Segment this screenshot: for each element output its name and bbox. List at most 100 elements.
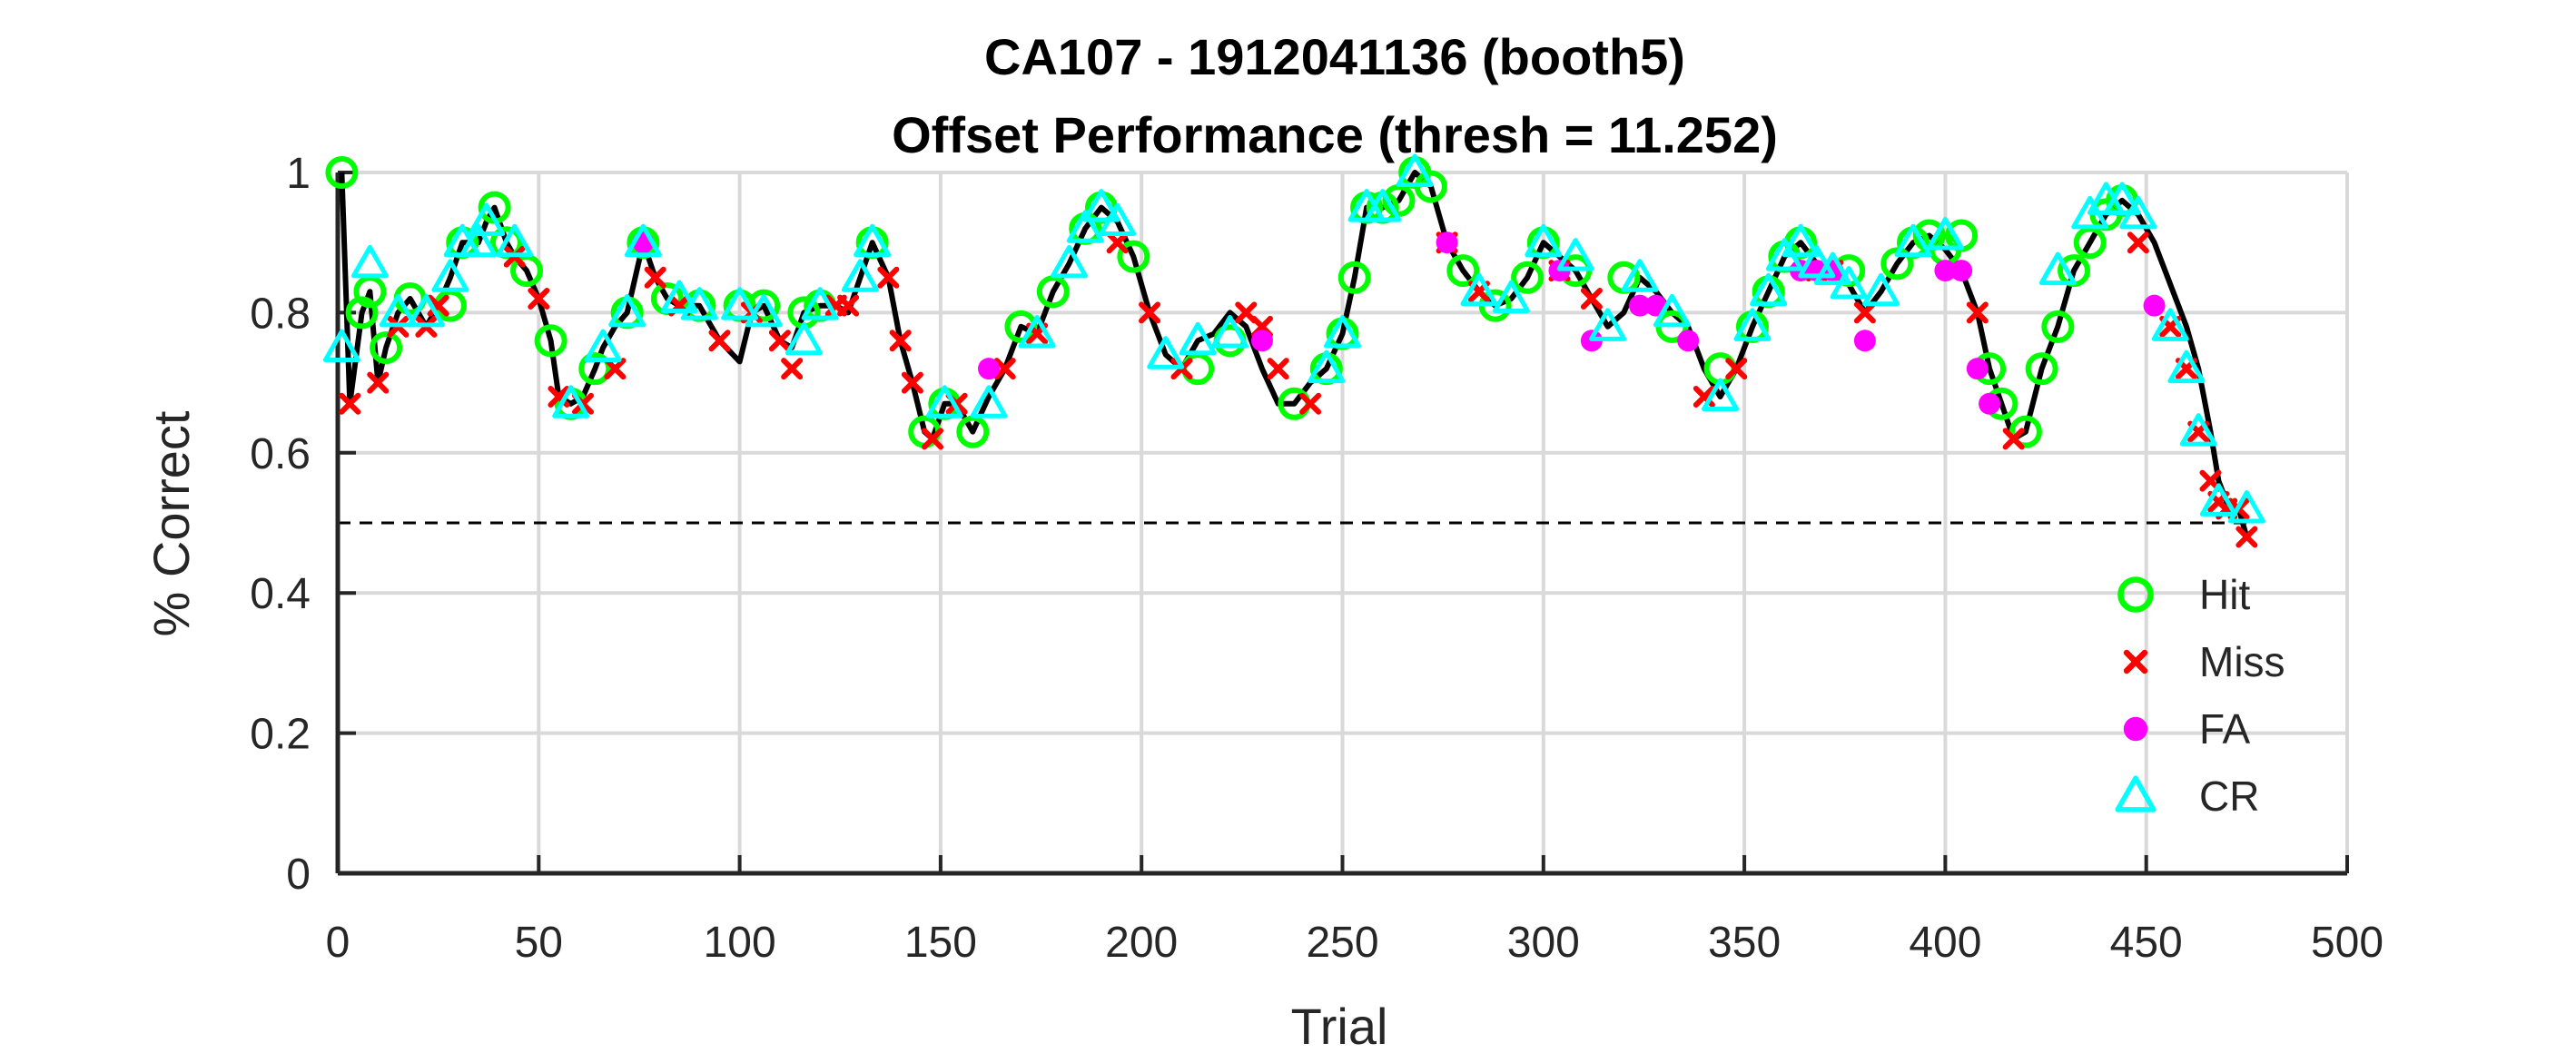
cr-marker [407, 293, 445, 328]
hit-marker [1337, 261, 1371, 294]
fa-marker [1979, 392, 2001, 415]
cr-marker [925, 385, 963, 418]
cr-marker [1733, 308, 1772, 341]
miss-marker [528, 287, 550, 310]
y-tick-label: 0.2 [250, 711, 311, 759]
x-tick-label: 250 [1306, 919, 1378, 967]
miss-marker [768, 330, 791, 352]
fa-marker [1250, 330, 1273, 352]
cr-marker [660, 280, 698, 313]
miss-stroke [1693, 386, 1715, 408]
cr-marker [379, 293, 417, 328]
miss-stroke [1299, 392, 1322, 415]
cr-marker-legend-icon [2115, 775, 2157, 812]
miss-marker [2002, 428, 2025, 450]
cr-marker [1082, 189, 1120, 222]
miss-stroke [1235, 301, 1258, 324]
legend-label: CR [2199, 773, 2259, 820]
miss-stroke [889, 330, 912, 352]
cr-marker [1653, 293, 1691, 328]
fa-marker [1629, 294, 1652, 317]
miss-marker [1966, 301, 1989, 324]
cr-marker [1556, 238, 1594, 271]
cr-marker [1702, 378, 1740, 412]
miss-stroke [2235, 526, 2258, 548]
cr-marker [2227, 490, 2265, 524]
miss-marker [1139, 301, 1161, 324]
x-tick-label: 400 [1909, 919, 1981, 967]
hit-marker [2041, 310, 2075, 343]
miss-stroke [1106, 231, 1129, 254]
miss-marker [1299, 392, 1322, 415]
miss-stroke [1725, 358, 1748, 380]
miss-stroke [367, 371, 390, 394]
cr-marker [431, 259, 469, 292]
x-tick-label: 100 [704, 919, 776, 967]
data-markers [322, 153, 2265, 548]
cr-marker [1926, 216, 1964, 251]
legend-entry-miss: Miss [2123, 638, 2285, 685]
cr-marker [1308, 349, 1346, 384]
miss-marker [901, 371, 923, 394]
miss-stroke [548, 386, 570, 408]
cr-marker [350, 244, 389, 279]
hit-marker [1004, 310, 1038, 343]
miss-stroke [571, 392, 594, 415]
miss-marker [1267, 358, 1289, 380]
cr-marker [1894, 223, 1932, 258]
x-tick-label: 450 [2110, 919, 2183, 967]
miss-stroke [528, 287, 550, 310]
cr-marker [1099, 202, 1137, 237]
hit-marker-legend-icon [2117, 576, 2154, 613]
cr-marker [608, 293, 646, 328]
miss-marker [993, 358, 1016, 380]
miss-stroke [339, 392, 361, 415]
miss-stroke [1267, 358, 1289, 380]
y-tick-label: 0.8 [250, 290, 311, 338]
cr-marker [721, 287, 759, 320]
cr-marker [785, 321, 823, 356]
miss-stroke [993, 358, 1016, 380]
cr-marker [468, 202, 506, 237]
miss-marker [644, 266, 666, 289]
cr-marker [1147, 336, 1185, 369]
x-tick-label: 50 [515, 919, 563, 967]
miss-stroke [2127, 231, 2149, 254]
x-tick-label: 0 [326, 919, 350, 967]
cr-marker [1781, 223, 1820, 258]
chart-subtitle: Offset Performance (thresh = 11.252) [892, 106, 1778, 163]
cr-marker [322, 329, 360, 362]
hit-marker [370, 331, 403, 364]
x-tick-label: 200 [1105, 919, 1178, 967]
miss-marker [922, 428, 944, 450]
y-tick-label: 1 [286, 150, 311, 198]
x-tick-label: 300 [1507, 919, 1580, 967]
miss-marker [708, 330, 731, 352]
miss-stroke [901, 371, 923, 394]
cr-marker [1492, 280, 1530, 313]
miss-marker [1106, 231, 1129, 254]
cr-marker [1179, 321, 1217, 356]
cr-marker [1813, 251, 1851, 286]
miss-marker [1725, 358, 1748, 380]
cr-marker [2199, 483, 2237, 517]
cr-marker [1396, 153, 1434, 187]
cr-marker [2103, 182, 2141, 215]
miss-stroke [837, 294, 860, 317]
cr-marker [2038, 251, 2077, 286]
hit-marker [1446, 254, 1480, 288]
fa-marker [1966, 358, 1989, 380]
fa-marker [978, 358, 1001, 380]
miss-marker-legend-icon [2123, 649, 2148, 674]
miss-stroke [2002, 428, 2025, 450]
legend-label: FA [2199, 705, 2251, 753]
cr-marker [1862, 272, 1900, 307]
cr-marker [584, 329, 622, 362]
cr-marker [680, 287, 718, 320]
legend-label: Miss [2199, 638, 2285, 685]
miss-stroke [1580, 287, 1603, 310]
cr-marker [624, 223, 662, 258]
miss-stroke [877, 266, 900, 289]
